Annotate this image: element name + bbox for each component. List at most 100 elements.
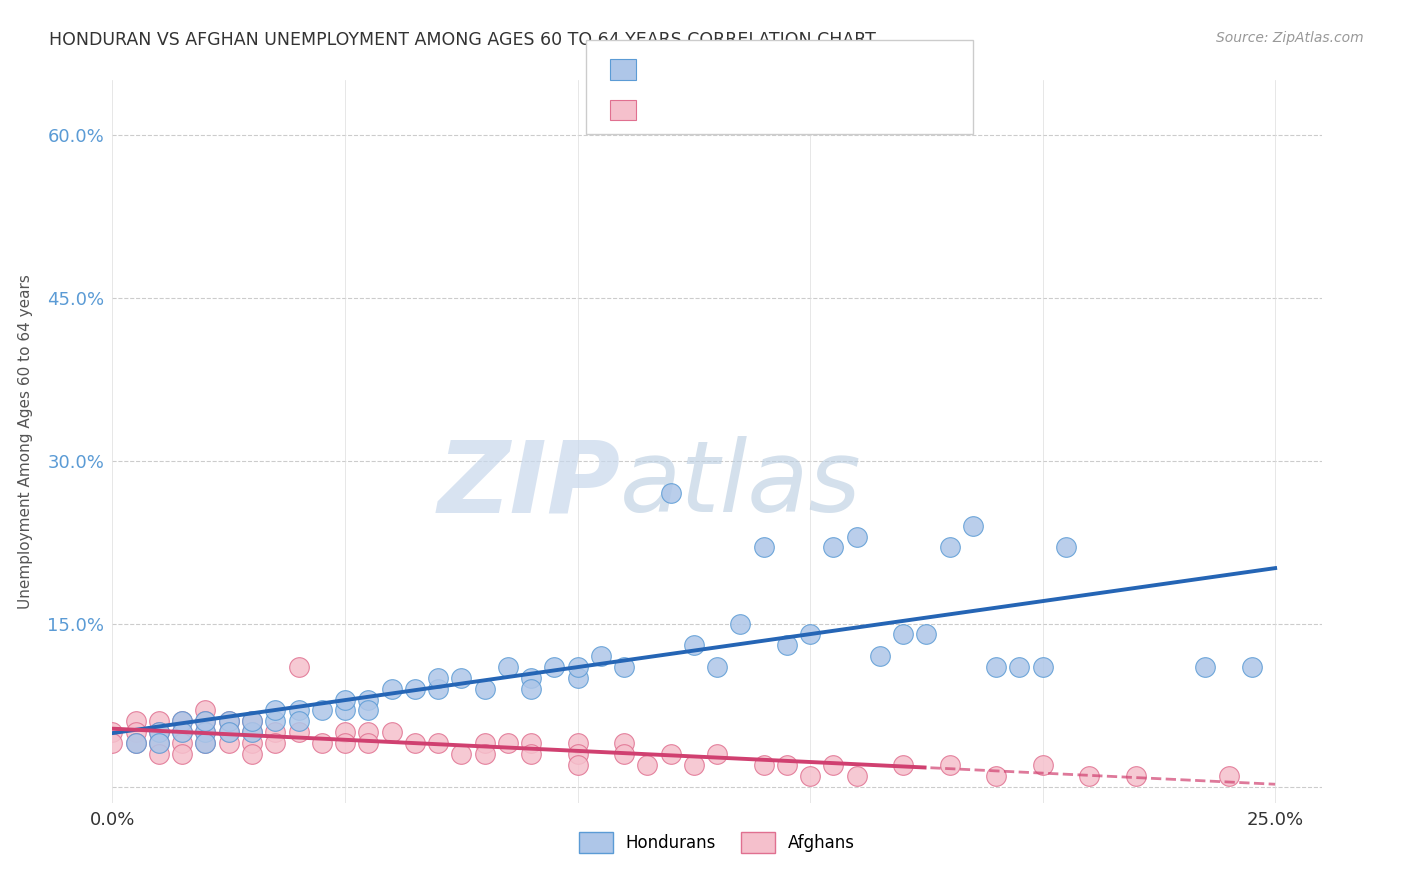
Point bbox=[380, 681, 402, 696]
Point bbox=[287, 703, 309, 717]
Point bbox=[984, 660, 1007, 674]
Point bbox=[172, 725, 194, 739]
Text: atlas: atlas bbox=[620, 436, 862, 533]
Point bbox=[357, 725, 380, 739]
Point bbox=[101, 725, 124, 739]
Point bbox=[287, 725, 309, 739]
Point bbox=[357, 692, 380, 706]
Point bbox=[380, 725, 402, 739]
Y-axis label: Unemployment Among Ages 60 to 64 years: Unemployment Among Ages 60 to 64 years bbox=[18, 274, 34, 609]
Point bbox=[1008, 660, 1031, 674]
Point bbox=[333, 692, 356, 706]
Point bbox=[333, 725, 356, 739]
Point bbox=[474, 736, 496, 750]
Point bbox=[218, 714, 240, 729]
Point bbox=[730, 616, 752, 631]
Point bbox=[962, 518, 984, 533]
Text: -0.260: -0.260 bbox=[709, 96, 762, 114]
Point bbox=[823, 757, 845, 772]
Point bbox=[752, 757, 775, 772]
Point bbox=[194, 703, 217, 717]
Point bbox=[752, 541, 775, 555]
Point bbox=[1218, 769, 1240, 783]
Point bbox=[194, 725, 217, 739]
Point bbox=[333, 703, 356, 717]
Point bbox=[194, 714, 217, 729]
Text: Source: ZipAtlas.com: Source: ZipAtlas.com bbox=[1216, 31, 1364, 45]
Point bbox=[357, 736, 380, 750]
Point bbox=[148, 736, 170, 750]
Text: HONDURAN VS AFGHAN UNEMPLOYMENT AMONG AGES 60 TO 64 YEARS CORRELATION CHART: HONDURAN VS AFGHAN UNEMPLOYMENT AMONG AG… bbox=[49, 31, 876, 49]
Point bbox=[520, 681, 543, 696]
Point bbox=[520, 747, 543, 761]
Point bbox=[613, 747, 636, 761]
Point bbox=[799, 627, 821, 641]
Point bbox=[240, 714, 263, 729]
Text: ZIP: ZIP bbox=[437, 436, 620, 533]
Point bbox=[218, 714, 240, 729]
Point bbox=[845, 530, 868, 544]
Point bbox=[311, 736, 333, 750]
Point bbox=[520, 736, 543, 750]
Point bbox=[264, 736, 287, 750]
Point bbox=[1032, 660, 1054, 674]
Text: R =: R = bbox=[650, 56, 681, 74]
Point bbox=[706, 747, 728, 761]
Point bbox=[613, 660, 636, 674]
Point bbox=[172, 714, 194, 729]
Point bbox=[1240, 660, 1263, 674]
Point bbox=[194, 714, 217, 729]
Point bbox=[682, 757, 704, 772]
Point bbox=[823, 541, 845, 555]
Point bbox=[543, 660, 565, 674]
Point bbox=[264, 725, 287, 739]
Point bbox=[287, 660, 309, 674]
Point bbox=[636, 757, 658, 772]
Point bbox=[1054, 541, 1077, 555]
Point bbox=[240, 714, 263, 729]
Point bbox=[567, 757, 589, 772]
Point bbox=[1194, 660, 1216, 674]
Point bbox=[218, 725, 240, 739]
Point bbox=[776, 638, 799, 652]
Point bbox=[218, 725, 240, 739]
Point bbox=[682, 638, 704, 652]
Point bbox=[148, 725, 170, 739]
Point bbox=[776, 757, 799, 772]
Text: N = 63: N = 63 bbox=[790, 96, 848, 114]
Point bbox=[1032, 757, 1054, 772]
Point bbox=[659, 747, 682, 761]
Point bbox=[496, 736, 519, 750]
Point bbox=[427, 681, 450, 696]
Point bbox=[148, 736, 170, 750]
Point bbox=[125, 725, 148, 739]
Point bbox=[172, 714, 194, 729]
Text: N = 55: N = 55 bbox=[790, 56, 848, 74]
Point bbox=[474, 747, 496, 761]
Point bbox=[148, 725, 170, 739]
Point bbox=[799, 769, 821, 783]
Point bbox=[240, 736, 263, 750]
Point bbox=[172, 736, 194, 750]
Point bbox=[1078, 769, 1101, 783]
Point bbox=[240, 725, 263, 739]
Point bbox=[450, 671, 472, 685]
Point bbox=[938, 757, 960, 772]
Text: 0.414: 0.414 bbox=[709, 56, 756, 74]
Point bbox=[172, 747, 194, 761]
Point bbox=[125, 736, 148, 750]
Point bbox=[567, 736, 589, 750]
Point bbox=[240, 747, 263, 761]
Point bbox=[496, 660, 519, 674]
Point bbox=[1125, 769, 1147, 783]
Point bbox=[567, 747, 589, 761]
Point bbox=[148, 714, 170, 729]
Point bbox=[218, 736, 240, 750]
Point bbox=[311, 703, 333, 717]
Point bbox=[194, 736, 217, 750]
Point bbox=[589, 649, 612, 664]
Point bbox=[450, 747, 472, 761]
Point bbox=[567, 660, 589, 674]
Point bbox=[869, 649, 891, 664]
Point bbox=[567, 671, 589, 685]
